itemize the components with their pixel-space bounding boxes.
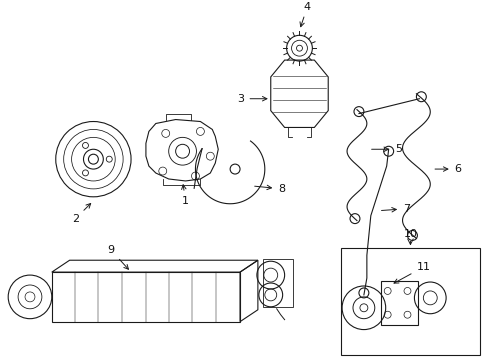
Text: 6: 6 bbox=[434, 164, 461, 174]
Text: 11: 11 bbox=[393, 262, 429, 283]
Text: 10: 10 bbox=[403, 229, 417, 239]
Text: 4: 4 bbox=[300, 1, 310, 27]
Text: 2: 2 bbox=[72, 203, 90, 224]
Text: 1: 1 bbox=[181, 185, 189, 206]
Text: 7: 7 bbox=[381, 204, 409, 214]
Bar bbox=[341, 248, 479, 355]
Text: 5: 5 bbox=[371, 144, 401, 154]
Text: 3: 3 bbox=[237, 94, 266, 104]
Bar bbox=[380, 281, 418, 325]
Text: 9: 9 bbox=[107, 245, 128, 269]
Bar bbox=[262, 259, 292, 307]
Text: 8: 8 bbox=[254, 184, 285, 194]
